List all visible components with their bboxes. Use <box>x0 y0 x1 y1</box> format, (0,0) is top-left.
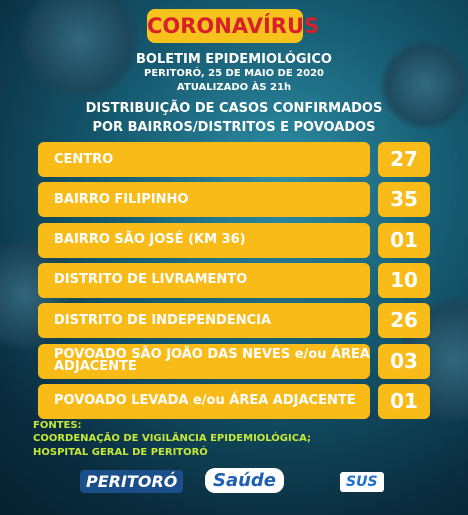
title: CORONA <box>147 14 247 38</box>
subtitle: DISTRIBUIÇÃO DE CASOS CONFIRMADOS <box>85 101 383 116</box>
row-label: POVOADO LEVADA e/ou ÁREA ADJACENTE <box>38 383 370 419</box>
place-date: PERITORÓ, 25 DE MAIO DE 2020 <box>143 68 324 79</box>
row-label: CENTRO <box>38 142 370 177</box>
title: VÍRUS <box>246 14 320 38</box>
bulletin: BOLETIM EPIDEMIOLÓGICO <box>135 52 332 67</box>
updated: ATUALIZADO ÀS 21h <box>176 82 292 93</box>
source: HOSPITAL GERAL DE PERITORÓ <box>33 447 208 458</box>
virus-image <box>20 0 140 100</box>
health-logo: Saúde <box>205 468 285 493</box>
row-value: 01 <box>378 383 430 419</box>
row-value: 03 <box>378 343 430 379</box>
row-value: 10 <box>378 262 430 298</box>
virus-image <box>380 40 468 130</box>
title-badge: CORONAVÍRUS <box>147 9 319 43</box>
source: COORDENAÇÃO DE VIGILÂNCIA EPIDEMIOLÓGICA… <box>33 433 311 444</box>
row-label: DISTRITO DE LIVRAMENTO <box>38 262 370 298</box>
subtitle: POR BAIRROS/DISTRITOS E POVOADOS <box>92 120 376 135</box>
row-label: BAIRRO FILIPINHO <box>38 182 370 218</box>
sources-label: FONTES: <box>33 420 82 431</box>
row-label: POVOADO SÃO JOÃO DAS NEVES e/ou ÁREA ADJ… <box>38 343 370 379</box>
sus-logo: SUS <box>340 472 384 492</box>
row-value: 35 <box>378 182 430 218</box>
row-value: 26 <box>378 303 430 339</box>
row-value: 27 <box>378 142 430 177</box>
row-value: 01 <box>378 222 430 258</box>
city-logo: PERITORÓ <box>80 470 184 493</box>
row-label: DISTRITO DE INDEPENDENCIA <box>38 303 370 339</box>
row-label: BAIRRO SÃO JOSÉ (KM 36) <box>38 222 370 258</box>
